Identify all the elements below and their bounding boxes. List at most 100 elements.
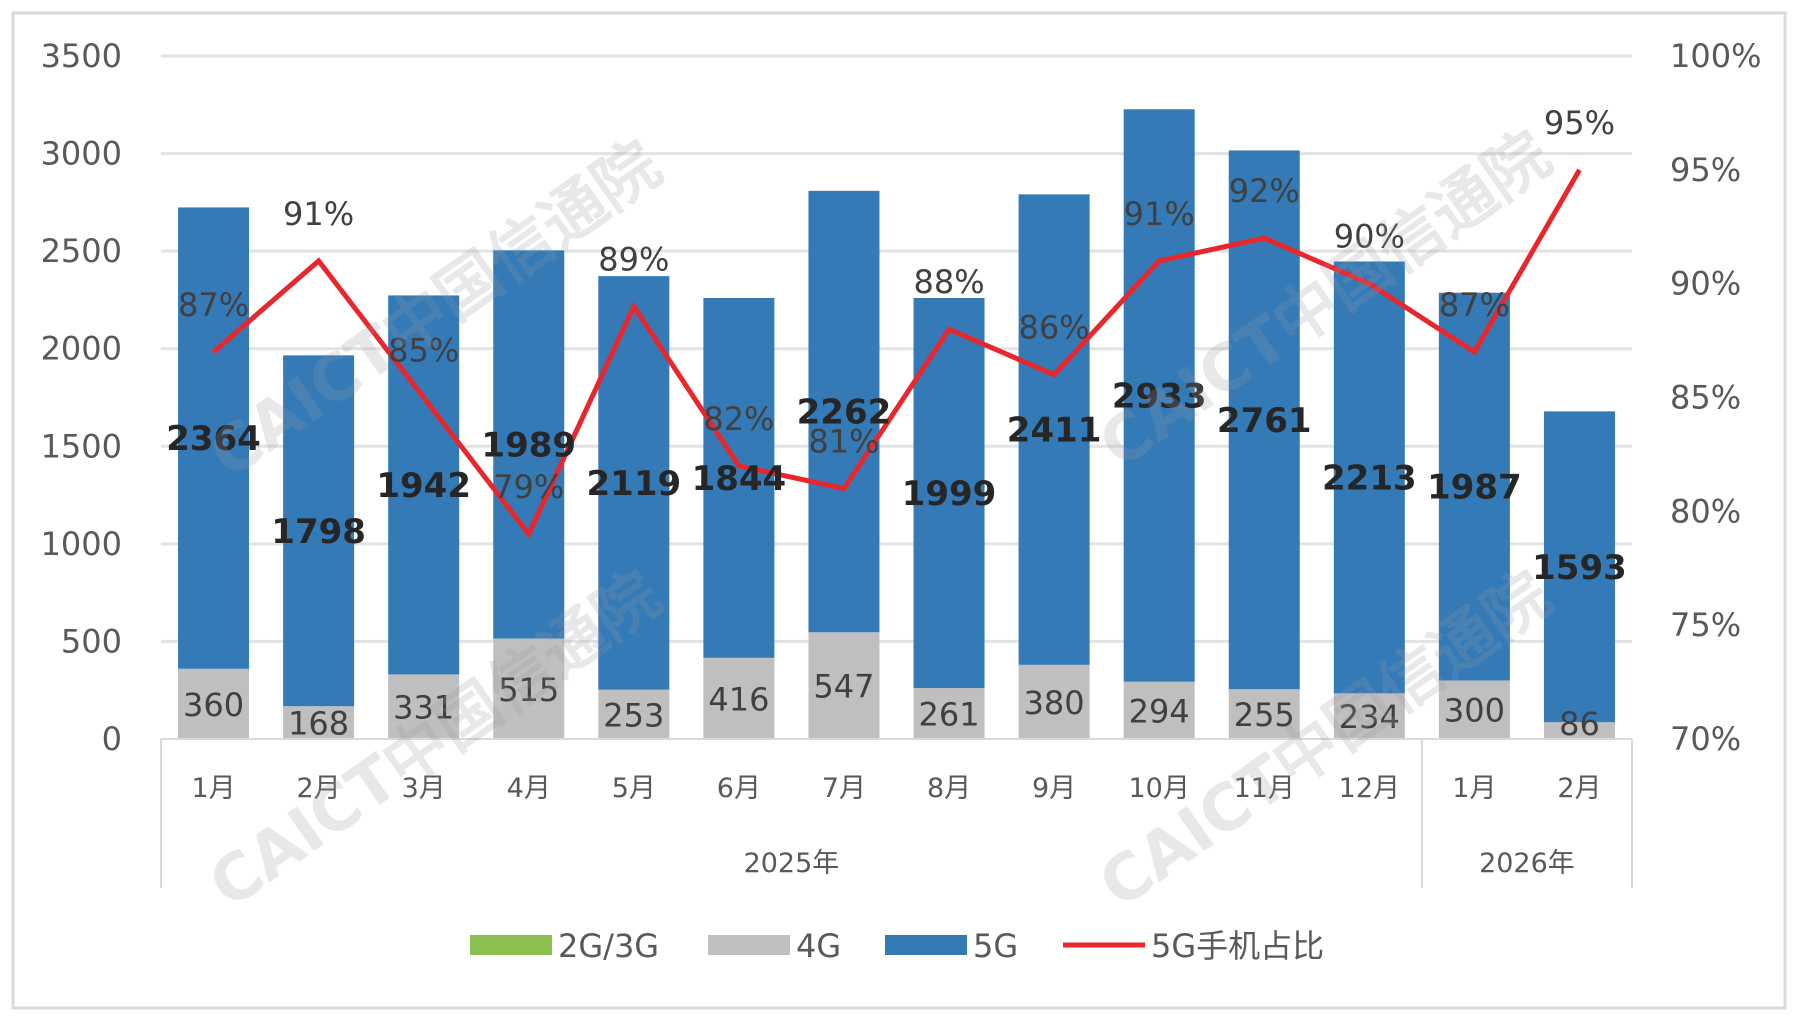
bar-4g — [1228, 689, 1300, 739]
data-label-4g: 380 — [1024, 684, 1085, 722]
data-label-5g: 2262 — [797, 393, 892, 433]
y-right-tick-label: 100% — [1670, 37, 1761, 75]
legend-swatch — [708, 935, 790, 955]
data-label-share: 90% — [1334, 218, 1405, 256]
bar-5g — [1333, 261, 1405, 694]
bar-4g — [178, 668, 250, 739]
bar-5g — [1123, 109, 1195, 682]
data-label-share: 87% — [1439, 286, 1510, 324]
data-label-4g: 253 — [603, 696, 664, 734]
x-group-label: 2025年 — [744, 848, 840, 879]
data-label-5g: 2364 — [166, 419, 261, 459]
data-label-share: 81% — [808, 423, 879, 461]
data-label-share: 88% — [913, 263, 984, 301]
data-label-4g: 547 — [813, 668, 874, 706]
data-label-4g: 168 — [288, 705, 349, 743]
data-label-5g: 1989 — [481, 425, 576, 465]
bar-4g — [913, 688, 985, 739]
data-label-5g: 1942 — [376, 466, 471, 506]
y-left-tick-label: 1000 — [41, 525, 122, 563]
data-label-share: 82% — [703, 400, 774, 438]
data-label-4g: 294 — [1129, 692, 1190, 730]
bar-4g — [1123, 681, 1195, 739]
x-tick-label: 5月 — [612, 773, 656, 804]
x-tick-label: 9月 — [1032, 773, 1076, 804]
data-label-5g: 1987 — [1427, 468, 1522, 508]
x-tick-label: 10月 — [1128, 773, 1189, 804]
y-right-tick-label: 70% — [1670, 720, 1741, 758]
data-label-5g: 2119 — [587, 464, 682, 504]
bar-4g — [1543, 722, 1615, 739]
data-label-4g: 261 — [918, 696, 979, 734]
y-right-tick-label: 80% — [1670, 492, 1741, 530]
x-tick-label: 4月 — [507, 773, 551, 804]
y-right-tick-label: 95% — [1670, 151, 1741, 189]
legend-swatch — [885, 935, 967, 955]
bar-5g — [808, 190, 880, 633]
legend-label: 5G手机占比 — [1151, 927, 1324, 965]
data-label-4g: 416 — [708, 680, 769, 718]
data-label-4g: 515 — [498, 671, 559, 709]
data-label-share: 86% — [1019, 309, 1090, 347]
data-label-4g: 360 — [183, 686, 244, 724]
line-5g-share — [211, 168, 1582, 539]
data-label-share: 85% — [388, 332, 459, 370]
bar-4g — [283, 706, 355, 739]
data-label-4g: 331 — [393, 689, 454, 727]
y-left-tick-label: 2000 — [41, 330, 122, 368]
legend-label: 4G — [796, 927, 841, 965]
data-label-share: 89% — [598, 240, 669, 278]
y-left-tick-label: 2500 — [41, 232, 122, 270]
x-tick-label: 7月 — [822, 773, 866, 804]
bar-5g — [1543, 411, 1615, 723]
x-tick-label: 6月 — [717, 773, 761, 804]
bar-4g — [598, 689, 670, 739]
x-group-label: 2026年 — [1479, 848, 1575, 879]
bar-4g — [493, 638, 565, 739]
data-label-5g: 1999 — [902, 474, 997, 514]
y-left-tick-label: 500 — [61, 622, 122, 660]
x-tick-label: 1月 — [1452, 773, 1496, 804]
bar-5g — [283, 355, 355, 707]
x-tick-label: 12月 — [1339, 773, 1400, 804]
data-label-5g: 1798 — [271, 512, 366, 552]
legend-label: 5G — [973, 927, 1018, 965]
data-label-4g: 300 — [1444, 692, 1505, 730]
bar-5g — [493, 250, 565, 639]
x-tick-label: 8月 — [927, 773, 971, 804]
legend-swatch — [470, 935, 552, 955]
y-left-tick-label: 1500 — [41, 427, 122, 465]
x-tick-label: 3月 — [402, 773, 446, 804]
data-label-5g: 1844 — [692, 459, 787, 499]
y-right-tick-label: 75% — [1670, 606, 1741, 644]
data-label-5g: 1593 — [1532, 548, 1627, 588]
bar-5g — [1438, 292, 1510, 681]
legend-label: 2G/3G — [558, 927, 659, 965]
data-label-4g: 86 — [1559, 705, 1600, 743]
bar-5g — [703, 297, 775, 658]
data-label-share: 92% — [1229, 172, 1300, 210]
y-right-tick-label: 90% — [1670, 265, 1741, 303]
x-tick-label: 1月 — [191, 773, 235, 804]
data-label-share: 91% — [283, 195, 354, 233]
y-right-tick-label: 85% — [1670, 379, 1741, 417]
data-label-5g: 2761 — [1217, 401, 1312, 441]
data-label-5g: 2933 — [1112, 376, 1207, 416]
data-label-4g: 234 — [1339, 698, 1400, 736]
x-tick-label: 2月 — [297, 773, 341, 804]
x-tick-label: 11月 — [1234, 773, 1295, 804]
y-left-tick-label: 3500 — [41, 37, 122, 75]
bar-4g — [388, 674, 460, 739]
bar-4g — [1333, 693, 1405, 739]
bar-4g — [1018, 664, 1090, 739]
bar-4g — [703, 657, 775, 739]
bar-4g — [1438, 680, 1510, 739]
data-label-5g: 2411 — [1007, 411, 1102, 451]
data-label-share: 87% — [178, 286, 249, 324]
y-left-tick-label: 3000 — [41, 135, 122, 173]
data-label-5g: 2213 — [1322, 458, 1417, 498]
bar-4g — [808, 632, 880, 739]
y-left-tick-label: 0 — [102, 720, 122, 758]
data-label-share: 79% — [493, 468, 564, 506]
